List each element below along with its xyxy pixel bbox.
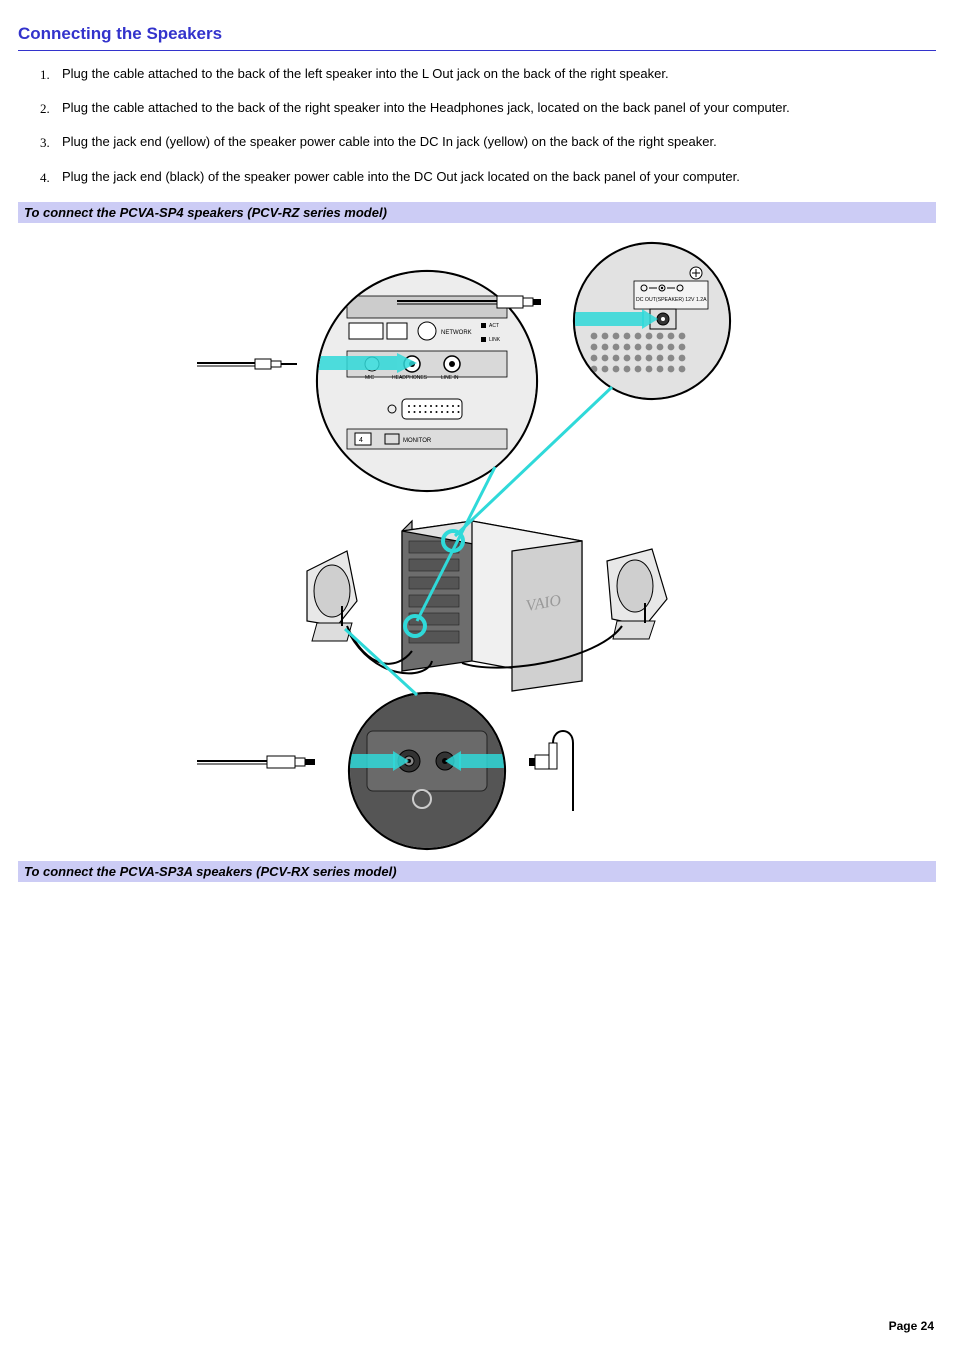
list-text: Plug the cable attached to the back of t… — [62, 66, 669, 81]
diagram-container: VAIONETWORKACTLINKMICHEADPHONESLINE IN4M… — [18, 231, 936, 851]
list-item: 3. Plug the jack end (yellow) of the spe… — [40, 133, 936, 151]
svg-text:MIC: MIC — [365, 375, 375, 381]
list-text: Plug the cable attached to the back of t… — [62, 100, 790, 115]
svg-text:HEADPHONES: HEADPHONES — [392, 375, 428, 381]
svg-text:MONITOR: MONITOR — [403, 438, 432, 444]
connection-diagram: VAIONETWORKACTLINKMICHEADPHONESLINE IN4M… — [197, 231, 757, 851]
list-item: 1. Plug the cable attached to the back o… — [40, 65, 936, 83]
instruction-list: 1. Plug the cable attached to the back o… — [18, 65, 936, 186]
diagram-caption-2: To connect the PCVA-SP3A speakers (PCV-R… — [18, 861, 936, 882]
diagram-caption-1: To connect the PCVA-SP4 speakers (PCV-RZ… — [18, 202, 936, 223]
svg-text:DC OUT(SPEAKER) 12V 1.2A: DC OUT(SPEAKER) 12V 1.2A — [636, 297, 707, 303]
svg-text:4: 4 — [359, 437, 363, 444]
list-num: 1. — [40, 66, 50, 84]
list-item: 2. Plug the cable attached to the back o… — [40, 99, 936, 117]
list-item: 4. Plug the jack end (black) of the spea… — [40, 168, 936, 186]
list-text: Plug the jack end (black) of the speaker… — [62, 169, 740, 184]
list-num: 4. — [40, 169, 50, 187]
page-title: Connecting the Speakers — [18, 24, 936, 51]
list-num: 3. — [40, 134, 50, 152]
svg-text:ACT: ACT — [489, 323, 499, 329]
svg-text:NETWORK: NETWORK — [441, 330, 472, 336]
page-number: Page 24 — [889, 1319, 934, 1333]
svg-text:LINE IN: LINE IN — [441, 375, 459, 381]
list-num: 2. — [40, 100, 50, 118]
list-text: Plug the jack end (yellow) of the speake… — [62, 134, 717, 149]
svg-text:LINK: LINK — [489, 337, 501, 343]
